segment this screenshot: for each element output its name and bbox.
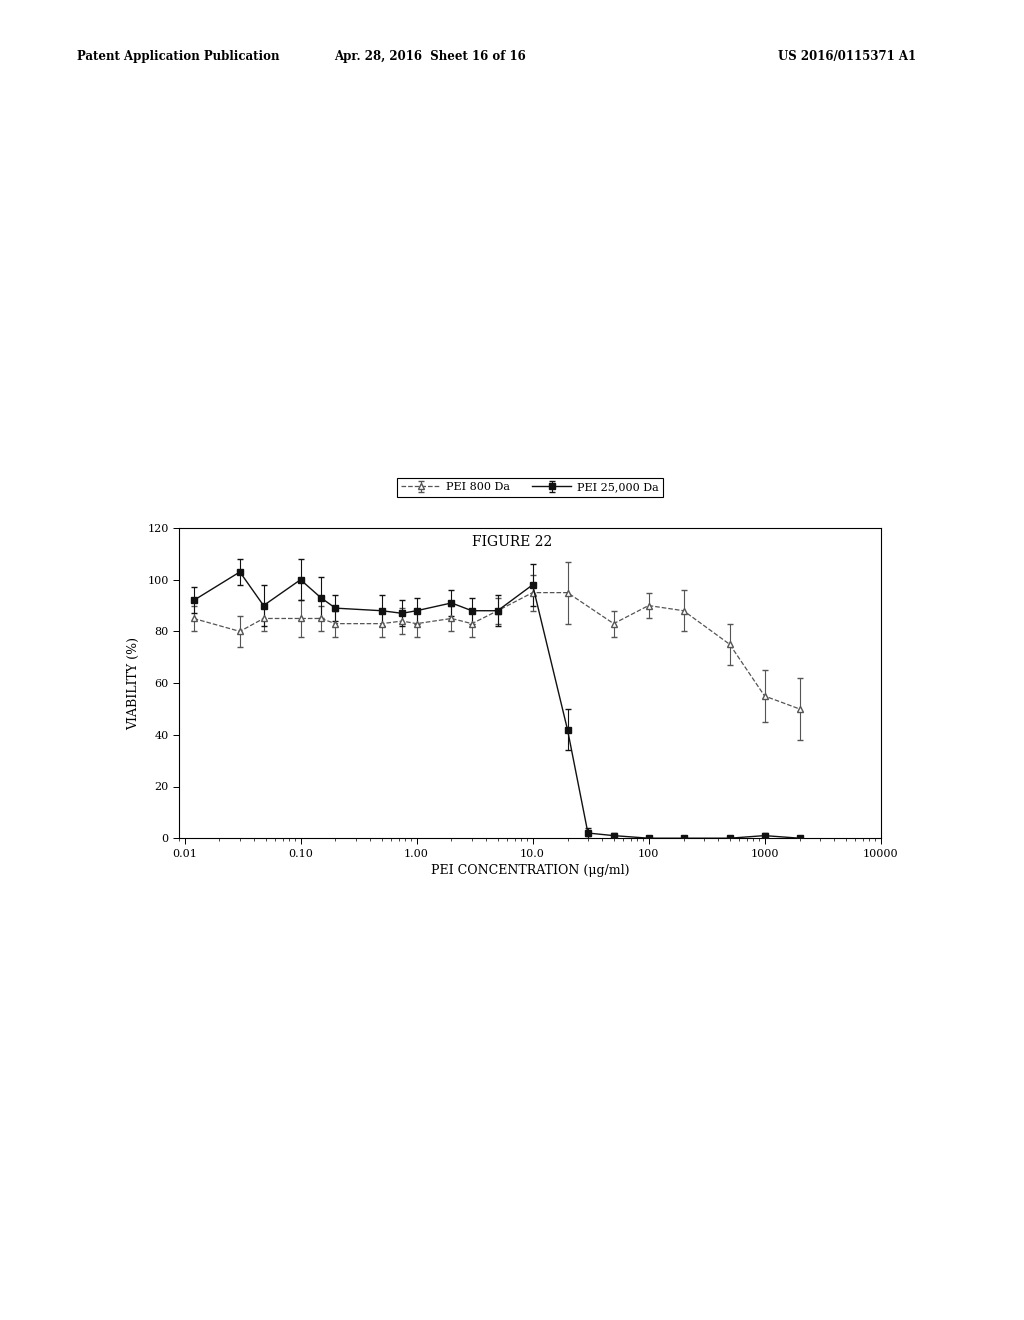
Text: Patent Application Publication: Patent Application Publication <box>77 50 280 63</box>
Text: Apr. 28, 2016  Sheet 16 of 16: Apr. 28, 2016 Sheet 16 of 16 <box>334 50 526 63</box>
Y-axis label: VIABILITY (%): VIABILITY (%) <box>127 636 140 730</box>
Text: US 2016/0115371 A1: US 2016/0115371 A1 <box>778 50 916 63</box>
X-axis label: PEI CONCENTRATION (μg/ml): PEI CONCENTRATION (μg/ml) <box>431 865 629 878</box>
Text: FIGURE 22: FIGURE 22 <box>472 535 552 549</box>
Legend: PEI 800 Da, PEI 25,000 Da: PEI 800 Da, PEI 25,000 Da <box>397 478 663 496</box>
